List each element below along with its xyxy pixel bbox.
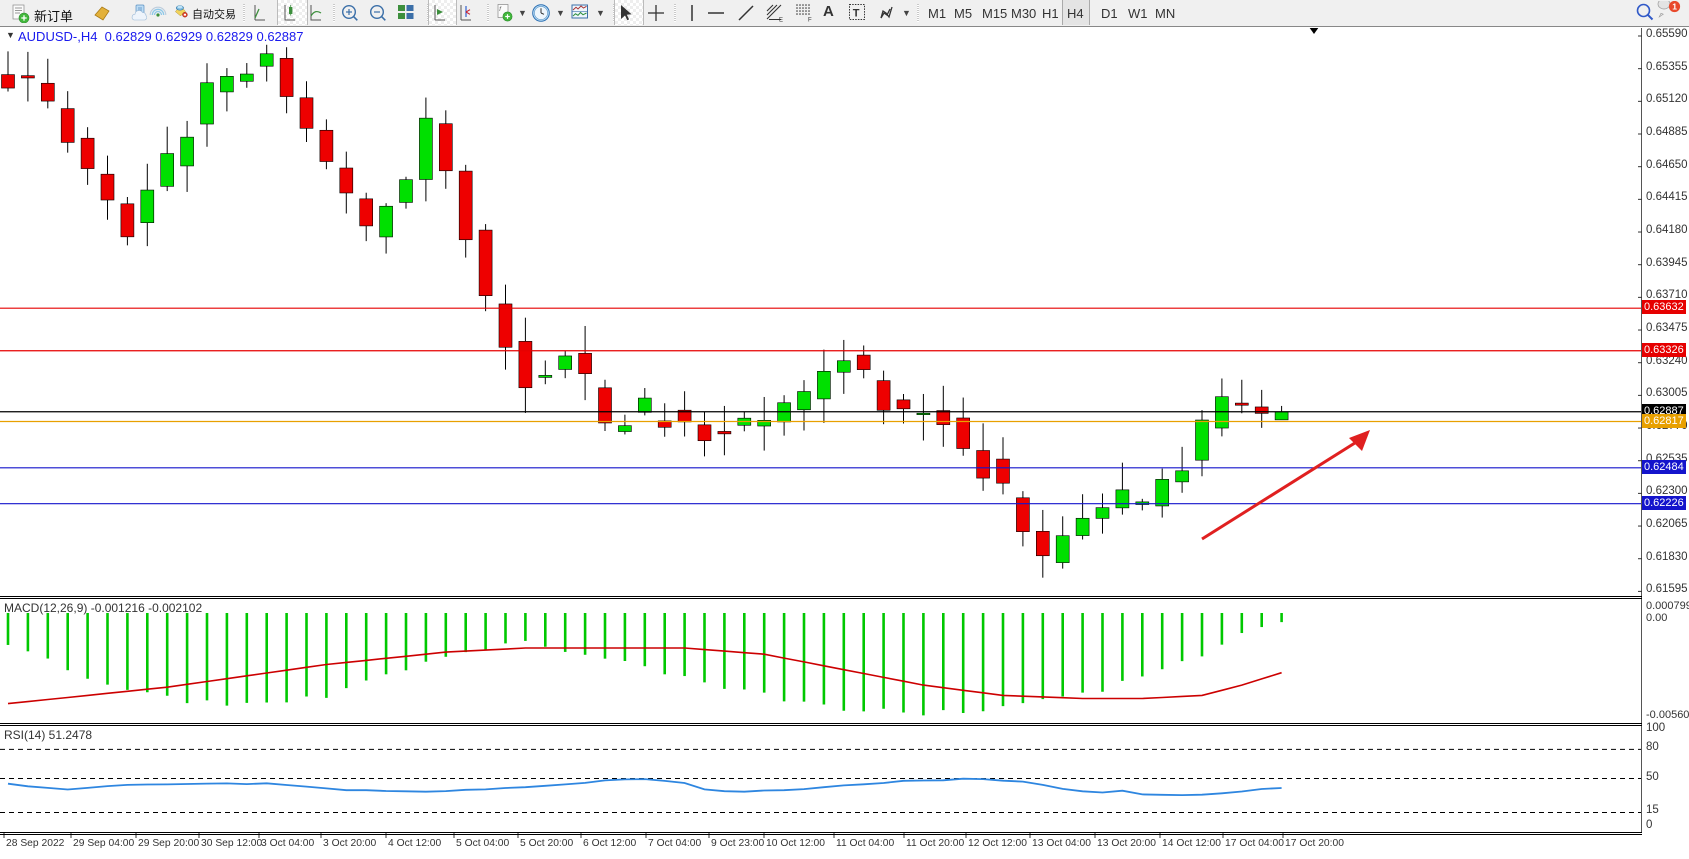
- svg-text:F: F: [808, 18, 812, 24]
- svg-text:1: 1: [1672, 2, 1677, 12]
- svg-text:T: T: [853, 8, 860, 20]
- svg-text:E: E: [779, 18, 783, 24]
